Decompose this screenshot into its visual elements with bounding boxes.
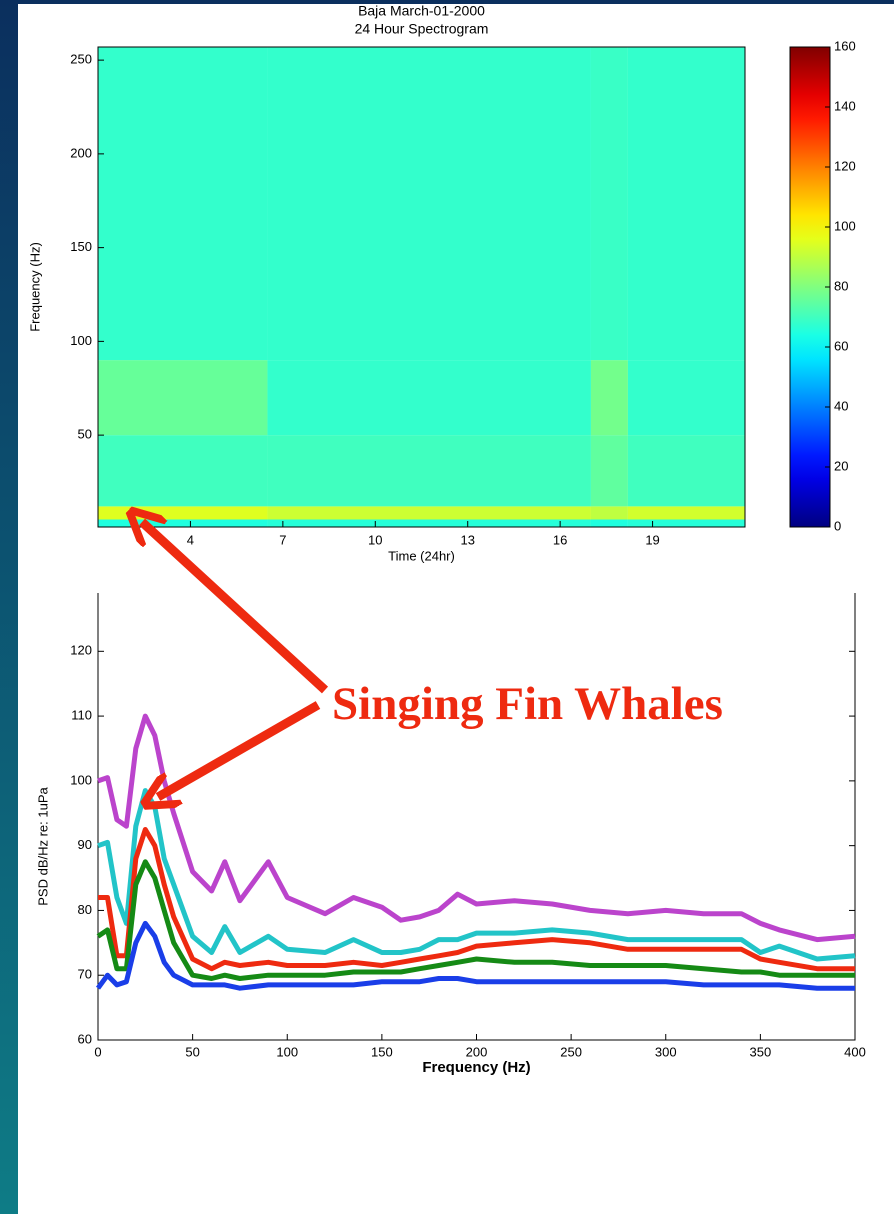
heatmap-cell <box>590 519 628 527</box>
y-tick-label: 60 <box>78 1031 92 1046</box>
x-axis-label: Time (24hr) <box>388 548 455 563</box>
series-line <box>97 713 856 943</box>
x-tick-label: 19 <box>645 532 659 547</box>
x-tick-label: 10 <box>368 532 382 547</box>
y-tick-label: 150 <box>70 239 92 254</box>
y-tick-label: 50 <box>78 427 92 442</box>
y-tick-label: 80 <box>78 902 92 917</box>
psd-chart: 0 50 100 150 200 250 300 350 400 60 70 80 90 100 110 12… <box>35 593 866 1076</box>
heatmap-cell <box>267 435 591 507</box>
x-tick-label: 13 <box>460 532 474 547</box>
heatmap-cell <box>267 360 591 436</box>
arrow <box>142 522 329 694</box>
x-tick-label: 300 <box>655 1044 677 1059</box>
colorbar-tick-label: 20 <box>834 458 848 473</box>
x-tick-label: 0 <box>94 1044 101 1059</box>
colorbar-tick-label: 140 <box>834 98 856 113</box>
heatmap-cell <box>590 360 628 436</box>
heatmap-cell <box>98 435 268 507</box>
heatmap-cell <box>98 519 268 527</box>
heatmap-cell <box>627 435 745 507</box>
spectrogram: Baja March-01-2000 24 Hour Spectrogram 4 7 1… <box>27 3 855 564</box>
heatmap-cell <box>98 360 268 436</box>
colorbar-tick-label: 100 <box>834 218 856 233</box>
colorbar-tick-label: 0 <box>834 518 841 533</box>
arrows <box>142 522 329 797</box>
heatmap-cell <box>590 506 628 520</box>
y-tick-label: 70 <box>78 967 92 982</box>
x-tick-label: 200 <box>466 1044 488 1059</box>
x-tick-label: 16 <box>553 532 567 547</box>
chart-subtitle: 24 Hour Spectrogram <box>355 21 489 37</box>
y-tick-label: 100 <box>70 772 92 787</box>
y-tick-label: 120 <box>70 643 92 658</box>
series-line <box>96 859 855 981</box>
heatmap-cell <box>627 47 745 361</box>
x-tick-label: 150 <box>371 1044 393 1059</box>
colorbar-tick-label: 120 <box>834 158 856 173</box>
plot-frame <box>97 46 746 528</box>
y-axis-label: Frequency (Hz) <box>27 242 42 332</box>
heatmap-cell <box>267 506 591 520</box>
y-tick-label: 200 <box>70 145 92 160</box>
colorbar-tick-label: 40 <box>834 398 848 413</box>
heatmap-cell <box>627 506 745 520</box>
x-tick-label: 250 <box>560 1044 582 1059</box>
colorbar-tick-label: 160 <box>834 38 856 53</box>
arrow <box>158 701 321 797</box>
y-tick-label: 90 <box>78 837 92 852</box>
heatmap-cell <box>267 519 591 527</box>
heatmap-cell <box>267 47 591 361</box>
x-tick-label: 50 <box>185 1044 199 1059</box>
side-band <box>0 0 18 1214</box>
heatmap-cell <box>98 506 268 520</box>
top-band <box>18 0 894 4</box>
series-line <box>95 920 855 991</box>
y-axis-label: PSD dB/Hz re: 1uPa <box>35 786 50 905</box>
heatmap-cell <box>627 360 745 436</box>
x-tick-label: 100 <box>276 1044 298 1059</box>
heatmap-cell <box>590 435 628 507</box>
colorbar-tick-label: 60 <box>834 338 848 353</box>
x-tick-label: 4 <box>187 532 194 547</box>
colorbar <box>789 46 831 528</box>
series-line <box>98 827 855 972</box>
heatmap-cell <box>98 47 268 361</box>
x-axis-label: Frequency (Hz) <box>422 1059 530 1076</box>
y-tick-label: 250 <box>70 52 92 67</box>
x-tick-label: 400 <box>844 1044 866 1059</box>
y-tick-label: 110 <box>71 708 92 723</box>
series-line <box>97 788 856 962</box>
colorbar-tick-label: 80 <box>834 278 848 293</box>
heatmap-cell <box>627 519 745 527</box>
y-tick-label: 100 <box>70 333 92 348</box>
x-tick-label: 350 <box>750 1044 772 1059</box>
annotation: Singing Fin Whales <box>332 678 723 730</box>
heatmap-cell <box>590 47 628 361</box>
x-tick-label: 7 <box>279 532 286 547</box>
chart-title: Baja March-01-2000 <box>358 3 485 19</box>
